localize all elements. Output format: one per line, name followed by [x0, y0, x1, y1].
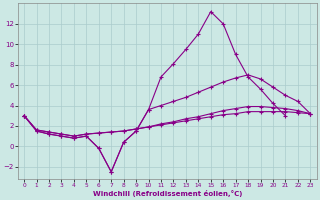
X-axis label: Windchill (Refroidissement éolien,°C): Windchill (Refroidissement éolien,°C)	[92, 190, 242, 197]
